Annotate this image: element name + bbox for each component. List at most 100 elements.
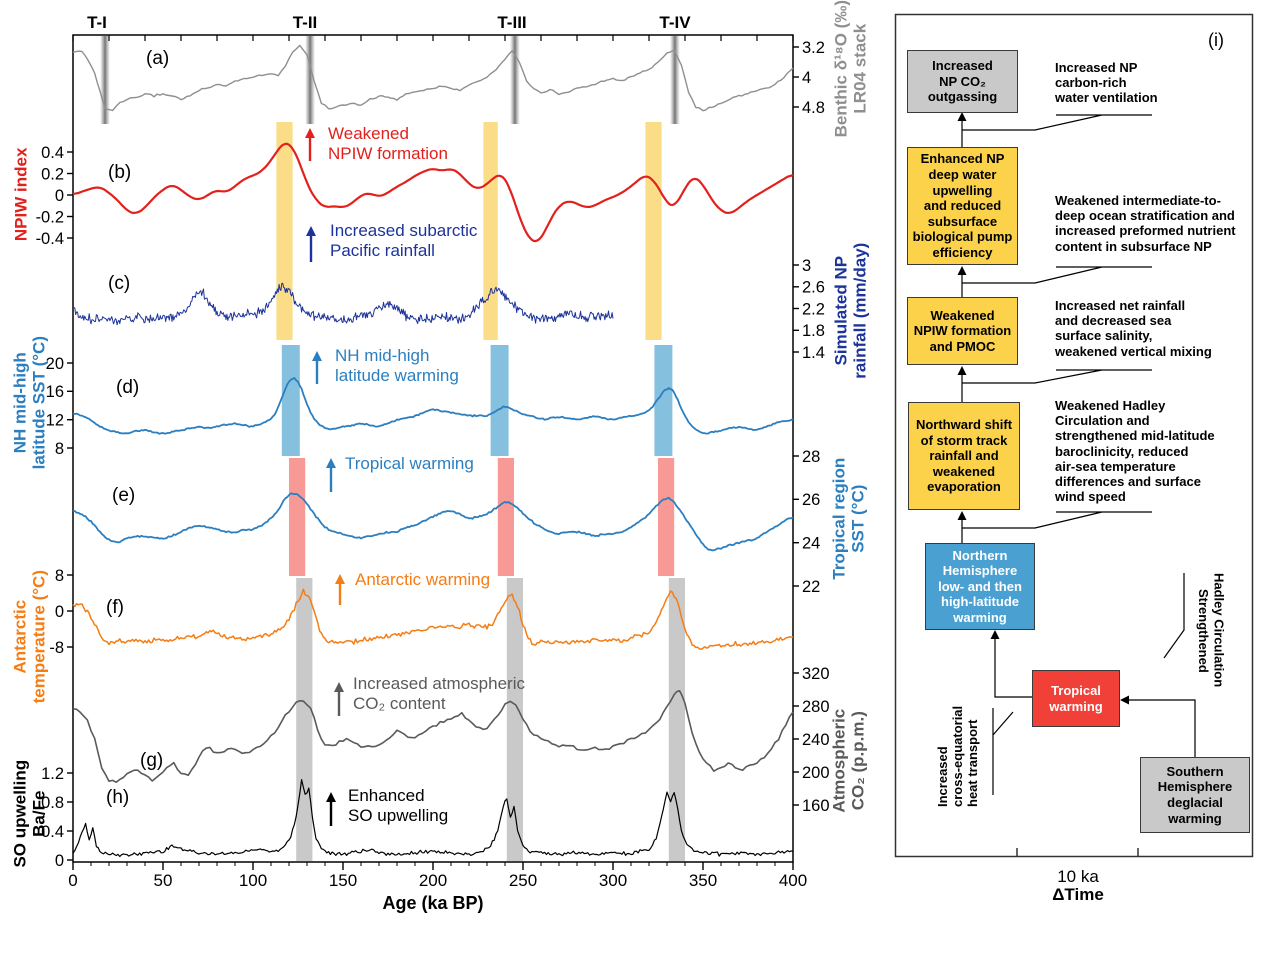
y-tick-label-d: 12 (46, 411, 64, 429)
axis-title-co2: Atmospheric CO₂ (p.p.m.) (829, 708, 867, 813)
y-tick-label-c: 1.8 (802, 322, 825, 340)
y-tick-label-h: 1.2 (41, 765, 64, 783)
y-tick-label-b: 0.2 (41, 165, 64, 183)
flow-note-rainfall-salinity: Increased net rainfall and decreased sea… (1055, 298, 1212, 359)
y-tick-label-c: 2.6 (802, 279, 825, 297)
y-tick-label-g: 200 (802, 764, 830, 782)
y-tick-label-a: 4.8 (802, 99, 825, 117)
annotation-arrowhead (326, 792, 336, 802)
annotation-subarctic-rain: Increased subarctic Pacific rainfall (330, 221, 478, 261)
annotation-arrowhead (306, 226, 316, 236)
x-tick-label: 50 (154, 871, 173, 890)
highlight-band-yellow (483, 122, 498, 340)
flow-box-nh-warming: Northern Hemisphere low- and then high-l… (925, 543, 1035, 630)
flow-note-cross-equatorial: Increased cross-equatorial heat transpor… (935, 705, 981, 807)
flowchart-label: (i) (1208, 30, 1224, 50)
y-tick-label-e: 22 (802, 578, 820, 596)
termination-bar (100, 36, 110, 124)
x-tick-label: 0 (68, 871, 77, 890)
y-tick-label-a: 4 (802, 69, 811, 87)
highlight-band-pink (289, 458, 306, 576)
y-tick-label-e: 24 (802, 534, 820, 552)
annotation-tropical-warming: Tropical warming (345, 454, 474, 473)
y-tick-label-g: 320 (802, 665, 830, 683)
annotation-antarctic-warming: Antarctic warming (355, 570, 491, 589)
y-tick-label-b: -0.2 (36, 208, 64, 226)
x-tick-label: 400 (779, 871, 807, 890)
y-tick-label-e: 28 (802, 448, 820, 466)
series-atmospheric-co2 (72, 690, 794, 783)
figure-page: { "chart_data": { "type": "line", "x_axi… (10, 0, 1254, 913)
y-tick-label-g: 240 (802, 731, 830, 749)
highlight-band-blue (654, 345, 673, 456)
x-axis-title: Age (ka BP) (382, 893, 484, 913)
termination-label-t2: T-II (292, 13, 318, 32)
flow-note-hadley-weakened: Weakened Hadley Circulation and strength… (1055, 398, 1215, 505)
y-tick-label-d: 8 (55, 440, 64, 458)
termination-label-t1: T-I (87, 13, 107, 32)
termination-label-t3: T-III (497, 13, 527, 32)
flow-box-np-deep-upwelling: Enhanced NP deep water upwelling and red… (907, 147, 1018, 265)
flow-note-hadley-strengthened: Strengthened Hadley Circulation (1196, 573, 1227, 688)
annotation-arrowhead (305, 128, 315, 138)
annotation-arrowhead (312, 351, 322, 361)
panel-letter-h: (h) (106, 787, 130, 808)
y-tick-label-g: 160 (802, 797, 830, 815)
y-tick-label-b: 0.4 (41, 144, 64, 162)
annotation-arrowhead (326, 458, 336, 468)
series-tropical-sst (72, 492, 794, 552)
x-tick-label: 100 (239, 871, 267, 890)
axis-title-so-upwelling: SO upwelling Ba/Fe (10, 759, 48, 868)
panel-letter-c: (c) (108, 273, 131, 294)
highlight-band-pink (497, 458, 514, 576)
x-tick-label: 300 (599, 871, 627, 890)
y-tick-label-d: 16 (46, 383, 64, 401)
y-tick-label-h: 0.4 (41, 823, 64, 841)
flow-note-stratification: Weakened intermediate-to- deep ocean str… (1055, 193, 1236, 254)
termination-label-t4: T-IV (659, 13, 691, 32)
annotation-nh-warming: NH mid-high latitude warming (335, 346, 459, 386)
series-so-upwelling-bafe (72, 779, 794, 858)
y-tick-label-f: 8 (55, 567, 64, 585)
y-tick-label-c: 1.4 (802, 344, 825, 362)
y-tick-label-a: 3.2 (802, 39, 825, 57)
flow-box-tropical-warming: Tropical warming (1032, 670, 1120, 727)
y-tick-label-f: -8 (49, 639, 64, 657)
y-tick-label-c: 2.2 (802, 300, 825, 318)
y-tick-label-d: 20 (46, 355, 64, 373)
flow-box-storm-track: Northward shift of storm track rainfall … (908, 402, 1020, 510)
flow-box-weakened-npiw: Weakened NPIW formation and PMOC (907, 297, 1018, 365)
y-tick-label-c: 3 (802, 257, 811, 275)
termination-bar (305, 36, 316, 124)
panel-letter-f: (f) (106, 597, 124, 618)
x-tick-label: 150 (329, 871, 357, 890)
panel-letter-b: (b) (108, 162, 132, 183)
y-tick-label-g: 280 (802, 698, 830, 716)
highlight-band-gray (668, 578, 685, 861)
highlight-band-gray (506, 578, 523, 861)
panel-letter-e: (e) (112, 485, 136, 506)
x-tick-label: 200 (419, 871, 447, 890)
highlight-band-gray (296, 578, 313, 861)
flow-box-sh-warming: Southern Hemisphere deglacial warming (1140, 757, 1250, 833)
y-tick-label-f: 0 (55, 603, 64, 621)
flow-box-np-co2-outgassing: Increased NP CO₂ outgassing (907, 50, 1018, 113)
series-nh-midhigh-sst (72, 377, 794, 435)
series-benthic-d18O (72, 44, 794, 112)
y-tick-label-h: 0 (55, 852, 64, 870)
highlight-band-yellow (645, 122, 662, 340)
termination-bar (509, 36, 520, 124)
x-tick-label: 250 (509, 871, 537, 890)
series-simulated-np-rainfall (72, 282, 614, 326)
highlight-band-yellow (276, 122, 293, 340)
y-tick-label-e: 26 (802, 491, 820, 509)
flow-note-ventilation: Increased NP carbon-rich water ventilati… (1055, 60, 1158, 106)
series-npiw-index (72, 142, 794, 243)
flowchart-tick-label: 10 ka (1057, 867, 1099, 886)
y-tick-label-b: -0.4 (36, 230, 64, 248)
annotation-arrowhead (334, 682, 344, 692)
highlight-band-blue (490, 345, 509, 456)
panel-letter-d: (d) (116, 377, 140, 398)
annotation-weakened-npiw: Weakened NPIW formation (328, 124, 448, 164)
panel-letter-g: (g) (140, 750, 164, 771)
